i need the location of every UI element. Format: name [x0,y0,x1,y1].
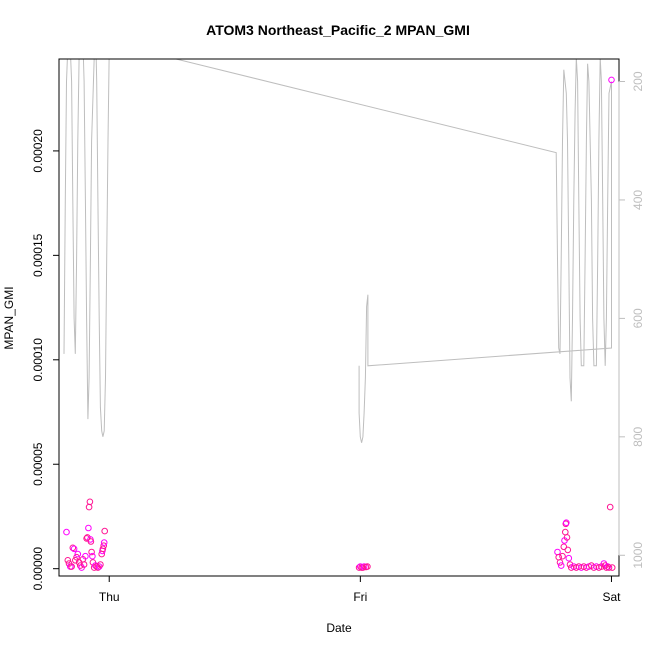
x-axis: Thu Fri Sat [99,575,621,604]
data-point [565,554,573,562]
data-point [63,528,70,536]
right-tick-label: 1000 [631,542,645,569]
data-point [566,561,574,568]
data-point [82,552,89,560]
data-point [64,557,72,564]
data-point [563,519,570,527]
data-point [564,546,572,554]
altitude-line [63,59,612,443]
plot-frame [58,58,620,577]
data-point [100,539,108,546]
data-point [93,563,100,570]
chart-title: ATOM3 Northeast_Pacific_2 MPAN_GMI [206,22,470,38]
data-point [359,564,367,571]
y-axis-label: MPAN_GMI [2,286,16,349]
data-point [72,557,79,564]
data-point [559,552,566,560]
data-point [87,538,95,545]
y-tick-label: 0.00010 [31,338,45,382]
data-point [604,563,612,570]
data-point [86,498,94,506]
plot-area [63,59,616,571]
x-tick-label: Thu [99,590,120,604]
y-tick-label: 0.00015 [31,233,45,277]
right-tick-label: 200 [631,71,645,91]
data-point [88,548,95,556]
right-tick-label: 400 [631,190,645,210]
data-point [100,542,107,550]
data-point [73,553,80,561]
data-point [562,528,569,536]
y-tick-label: 0.00005 [31,442,45,486]
data-point [70,545,78,553]
data-point [555,553,563,561]
x-axis-label: Date [326,621,352,635]
y-axis: 0.00000 0.00005 0.00010 0.00015 0.00020 [31,129,60,591]
data-point [608,76,615,84]
x-tick-label: Sat [602,590,621,604]
data-point [89,552,96,560]
data-point [85,503,93,511]
x-tick-label: Fri [353,590,367,604]
data-point [74,550,82,558]
data-point [557,562,565,569]
data-point [554,548,561,556]
data-point [560,543,568,551]
right-tick-label: 800 [631,426,645,446]
data-point [101,527,108,535]
data-point [606,503,614,511]
data-point [80,561,88,568]
data-point [97,561,104,568]
y-tick-label: 0.00000 [31,547,45,591]
data-point [364,563,371,570]
data-point [68,563,75,570]
data-point [99,545,107,553]
right-axis: 200 400 600 800 1000 [618,71,645,569]
right-tick-label: 600 [631,308,645,328]
data-point [83,535,90,542]
y-tick-label: 0.00020 [31,129,45,173]
data-point [69,544,77,552]
data-point [563,534,571,541]
data-point [608,564,616,571]
data-point [556,559,564,566]
data-point [85,524,92,532]
data-point [605,564,613,571]
